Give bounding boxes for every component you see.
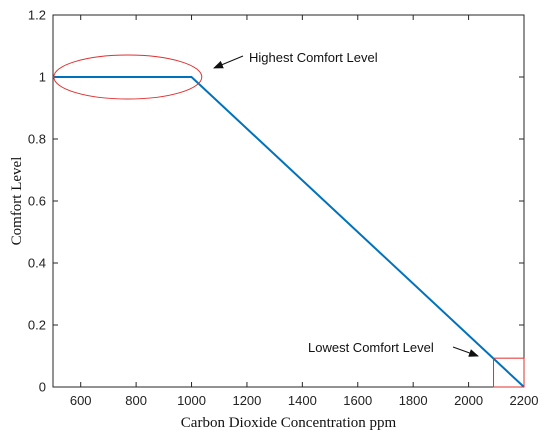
- y-tick-label: 1.2: [28, 8, 46, 23]
- series-line: [53, 76, 525, 388]
- plot-frame: [52, 14, 525, 388]
- y-axis-title: Comfort Level: [9, 157, 25, 246]
- y-tick-label: 0: [39, 380, 46, 395]
- highest-comfort-label: Highest Comfort Level: [249, 50, 378, 65]
- x-axis-title: Carbon Dioxide Concentration ppm: [181, 415, 397, 431]
- x-tick-label: 1800: [399, 393, 428, 408]
- lowest-comfort-box: [493, 357, 525, 388]
- highest-comfort-arrow: [213, 55, 244, 69]
- y-tick-label: 1: [39, 70, 46, 85]
- y-tick-label: 0.4: [28, 256, 46, 271]
- x-tick-label: 600: [70, 393, 92, 408]
- x-tick-label: 1600: [343, 393, 372, 408]
- x-tick-label: 2000: [454, 393, 483, 408]
- x-tick-label: 1200: [232, 393, 261, 408]
- lowest-comfort-arrow: [452, 346, 479, 357]
- x-tick-label: 1000: [177, 393, 206, 408]
- lowest-comfort-label: Lowest Comfort Level: [308, 340, 434, 355]
- highest-comfort-ellipse: [53, 54, 203, 100]
- x-tick-label: 1400: [288, 393, 317, 408]
- x-tick-label: 800: [125, 393, 147, 408]
- x-tick-label: 2200: [510, 393, 539, 408]
- y-tick-label: 0.8: [28, 132, 46, 147]
- y-tick-label: 0.6: [28, 194, 46, 209]
- y-tick-label: 0.2: [28, 318, 46, 333]
